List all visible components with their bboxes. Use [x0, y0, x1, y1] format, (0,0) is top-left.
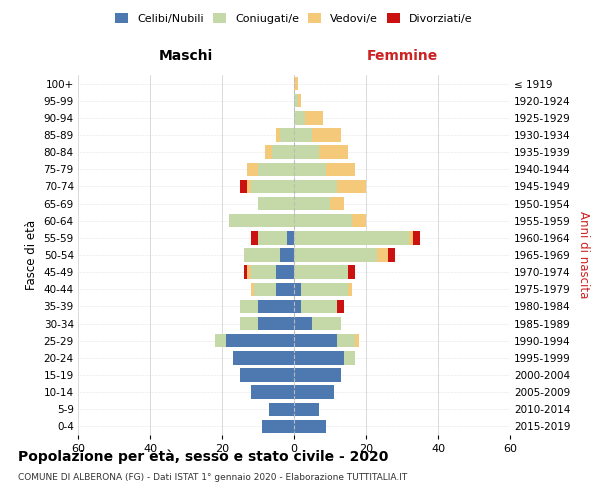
Bar [294, 214, 352, 228]
Bar [294, 248, 377, 262]
Bar [276, 282, 294, 296]
Bar [312, 317, 341, 330]
Bar [240, 317, 258, 330]
Bar [294, 197, 330, 210]
Bar [276, 266, 294, 279]
Bar [251, 180, 294, 193]
Bar [409, 231, 413, 244]
Bar [258, 197, 294, 210]
Bar [294, 162, 326, 176]
Bar [326, 162, 355, 176]
Bar [294, 231, 409, 244]
Bar [319, 146, 348, 159]
Bar [312, 128, 341, 141]
Bar [240, 300, 258, 313]
Text: COMUNE DI ALBERONA (FG) - Dati ISTAT 1° gennaio 2020 - Elaborazione TUTTITALIA.I: COMUNE DI ALBERONA (FG) - Dati ISTAT 1° … [18, 472, 407, 482]
Bar [280, 248, 294, 262]
Bar [251, 266, 276, 279]
Bar [330, 197, 344, 210]
Bar [247, 266, 251, 279]
Bar [294, 300, 301, 313]
Bar [244, 266, 247, 279]
Bar [294, 282, 301, 296]
Bar [305, 111, 323, 124]
Bar [337, 300, 344, 313]
Bar [294, 128, 312, 141]
Bar [226, 334, 294, 347]
Bar [240, 368, 294, 382]
Bar [294, 94, 298, 108]
Bar [251, 231, 258, 244]
Bar [388, 248, 395, 262]
Bar [294, 77, 298, 90]
Bar [294, 266, 348, 279]
Bar [377, 248, 388, 262]
Bar [258, 300, 294, 313]
Bar [247, 180, 251, 193]
Bar [251, 386, 294, 399]
Bar [265, 146, 272, 159]
Text: Popolazione per età, sesso e stato civile - 2020: Popolazione per età, sesso e stato civil… [18, 450, 388, 464]
Bar [272, 146, 294, 159]
Text: Maschi: Maschi [159, 49, 213, 63]
Bar [294, 368, 341, 382]
Legend: Celibi/Nubili, Coniugati/e, Vedovi/e, Divorziati/e: Celibi/Nubili, Coniugati/e, Vedovi/e, Di… [111, 8, 477, 28]
Bar [294, 111, 305, 124]
Bar [269, 402, 294, 416]
Bar [301, 282, 348, 296]
Bar [251, 282, 254, 296]
Y-axis label: Anni di nascita: Anni di nascita [577, 212, 590, 298]
Bar [294, 146, 319, 159]
Bar [258, 317, 294, 330]
Bar [344, 351, 355, 364]
Bar [287, 231, 294, 244]
Bar [276, 128, 280, 141]
Bar [240, 180, 247, 193]
Bar [294, 351, 344, 364]
Bar [348, 266, 355, 279]
Bar [294, 317, 312, 330]
Bar [348, 282, 352, 296]
Bar [280, 128, 294, 141]
Bar [262, 420, 294, 433]
Bar [294, 334, 337, 347]
Bar [355, 334, 359, 347]
Bar [301, 300, 337, 313]
Y-axis label: Fasce di età: Fasce di età [25, 220, 38, 290]
Bar [215, 334, 226, 347]
Text: Femmine: Femmine [367, 49, 437, 63]
Bar [247, 162, 258, 176]
Bar [294, 180, 337, 193]
Bar [294, 402, 319, 416]
Bar [294, 420, 326, 433]
Bar [254, 282, 276, 296]
Bar [258, 231, 287, 244]
Bar [352, 214, 366, 228]
Bar [294, 386, 334, 399]
Bar [258, 162, 294, 176]
Bar [337, 334, 355, 347]
Bar [298, 94, 301, 108]
Bar [229, 214, 294, 228]
Bar [233, 351, 294, 364]
Bar [244, 248, 280, 262]
Bar [413, 231, 420, 244]
Bar [337, 180, 366, 193]
